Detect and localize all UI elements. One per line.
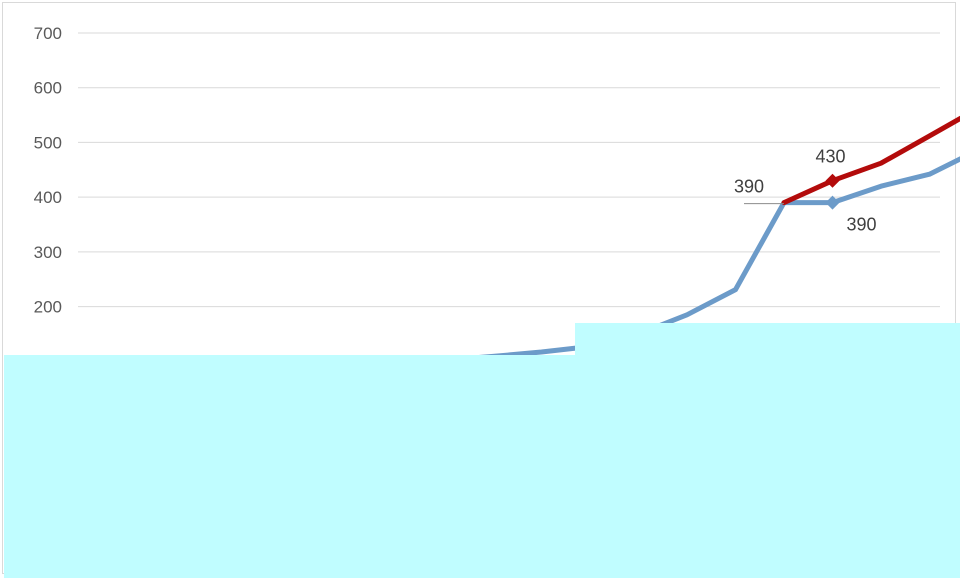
overlay-block-lower: [4, 355, 960, 578]
data-label-2: 430: [815, 147, 845, 167]
y-tick-label-400: 400: [34, 188, 62, 207]
data-label-0: 390: [734, 177, 764, 197]
y-tick-label-600: 600: [34, 79, 62, 98]
y-tick-label-200: 200: [34, 298, 62, 317]
series-1-line: [781, 115, 960, 206]
gridlines: [78, 32, 940, 362]
series-1-marker: [825, 173, 840, 188]
series-markers: [825, 173, 840, 210]
y-tick-label-700: 700: [34, 24, 62, 43]
overlay-block-upper: [575, 323, 960, 357]
series-0-marker: [825, 195, 840, 210]
y-tick-label-500: 500: [34, 133, 62, 152]
y-axis-ticks: 100200300400500600700: [34, 24, 62, 371]
data-labels: 390 390 430: [734, 147, 877, 235]
y-tick-label-300: 300: [34, 243, 62, 262]
data-label-1: 390: [847, 215, 877, 235]
